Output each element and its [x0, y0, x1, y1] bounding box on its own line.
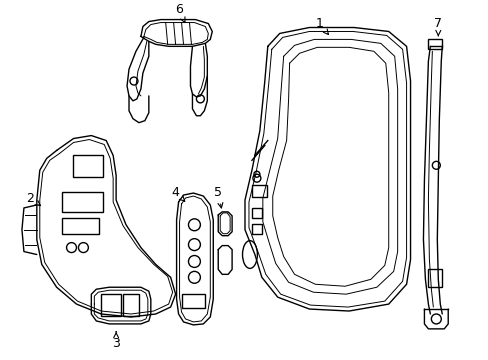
Bar	[61, 192, 103, 212]
Bar	[427, 269, 441, 287]
Text: 1: 1	[315, 17, 328, 35]
Bar	[101, 294, 121, 316]
Text: 2: 2	[26, 192, 41, 206]
Bar	[73, 156, 103, 177]
Bar	[251, 185, 266, 197]
Text: 6: 6	[174, 3, 184, 22]
Bar	[123, 294, 139, 316]
Bar	[251, 224, 261, 234]
Bar	[181, 294, 205, 308]
Bar	[251, 208, 261, 218]
Text: 3: 3	[112, 332, 120, 350]
Bar	[61, 218, 99, 234]
Text: 5: 5	[214, 185, 223, 208]
Bar	[427, 39, 441, 49]
Text: 7: 7	[433, 17, 442, 36]
Text: 4: 4	[171, 185, 184, 201]
